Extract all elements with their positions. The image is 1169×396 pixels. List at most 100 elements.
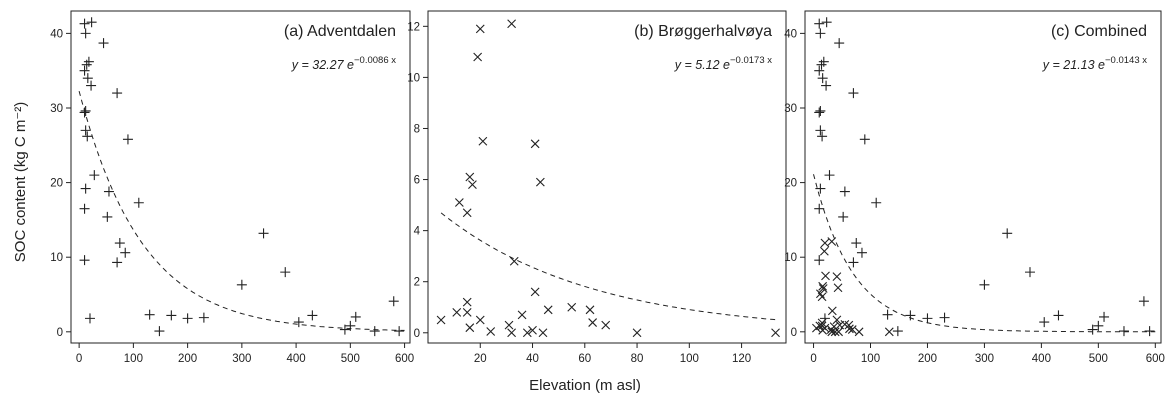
data-point-plus [817,73,828,84]
data-point-cross [632,328,642,338]
x-tick-label: 500 [341,353,360,365]
data-point-cross [588,318,598,327]
plot-frame [70,10,411,344]
data-point-plus [1118,326,1129,337]
data-point-plus [80,105,91,116]
data-point-cross [819,246,829,256]
x-tick-label: 100 [680,353,699,365]
equation-base: y = 32.27 e [291,58,354,72]
panel-title: (b) Brøggerhalvøya [634,23,772,40]
x-axis-title: Elevation (m asl) [529,377,641,394]
x-tick-label: 100 [124,353,143,365]
y-tick-label: 10 [50,252,63,264]
data-point-cross [827,237,837,246]
data-point-plus [258,228,269,239]
panel-title: (c) Combined [1051,23,1147,40]
x-tick-label: 0 [76,353,82,365]
data-point-plus [814,65,825,76]
data-point-cross [884,327,894,337]
data-point-plus [882,309,893,320]
data-point-cross [504,320,514,330]
data-point-cross [436,315,446,325]
data-point-plus [814,107,825,118]
y-tick-label: 10 [407,72,420,84]
y-tick-label: 40 [50,28,63,40]
data-point-cross [832,315,842,325]
data-point-plus [1087,324,1098,335]
data-point-plus [939,312,950,323]
data-point-plus [198,312,209,323]
data-point-plus [1138,296,1149,307]
y-tick-label: 30 [50,103,63,115]
y-tick-label: 0 [414,328,420,340]
data-point-plus [112,257,123,268]
y-tick-label: 8 [414,123,420,135]
data-point-plus [182,313,193,324]
data-point-cross [832,272,842,281]
y-tick-label: 2 [414,277,420,289]
y-tick-label: 20 [50,178,63,190]
y-tick-label: 40 [784,28,797,40]
x-tick-label: 400 [287,353,306,365]
data-point-plus [871,197,882,208]
data-point-plus [120,247,131,258]
data-point-plus [851,238,862,249]
data-point-cross [847,325,857,334]
data-point-plus [166,310,177,321]
data-point-plus [79,203,90,214]
x-tick-label: 200 [918,353,937,365]
data-point-plus [144,309,155,320]
panel-title: (a) Adventdalen [284,23,396,40]
x-tick-label: 300 [975,353,994,365]
data-point-cross [817,292,827,302]
data-point-plus [1002,228,1013,239]
data-point-plus [821,80,832,91]
equation-exponent: −0.0143 x [1105,55,1147,66]
equation-exponent: −0.0086 x [354,55,396,66]
data-point-cross [601,320,611,330]
x-tick-label: 0 [810,353,816,365]
y-tick-label: 6 [414,175,420,187]
data-point-cross [535,177,545,187]
y-tick-label: 12 [407,21,420,33]
data-point-cross [507,19,517,29]
data-point-cross [818,284,828,293]
data-point-plus [80,28,91,39]
data-point-cross [452,307,462,317]
x-tick-label: 40 [526,353,539,365]
data-point-plus [79,107,90,118]
data-point-cross [465,323,475,333]
data-point-cross [820,238,830,248]
data-point-plus [79,255,90,266]
fit-equation: y = 32.27 e−0.0086 x [291,55,396,72]
x-tick-label: 80 [631,353,644,365]
y-tick-label: 0 [791,327,797,339]
x-tick-label: 400 [1032,353,1051,365]
data-point-plus [859,134,870,145]
data-point-plus [848,257,859,268]
data-point-plus [815,105,826,116]
data-point-plus [84,313,95,324]
plot-frame [804,10,1162,344]
data-point-plus [1099,311,1110,322]
data-point-plus [82,73,93,84]
data-point-plus [819,313,830,324]
data-point-plus [848,88,859,99]
data-point-plus [834,38,845,49]
data-point-cross [830,327,840,337]
data-point-plus [83,56,94,67]
data-point-cross [486,327,496,336]
data-point-plus [1039,317,1050,328]
fit-curve [440,212,776,321]
data-point-cross [538,328,548,338]
data-point-plus [102,211,113,222]
panel-1: 0 100 200 300 400 500 600 0 10 20 30 40 (a) Adventda… [50,10,414,365]
data-point-plus [89,170,100,181]
data-point-plus [824,170,835,181]
data-point-plus [339,324,350,335]
data-point-plus [1053,310,1064,321]
data-point-plus [1024,267,1035,278]
data-point-cross [530,287,540,297]
data-point-cross [509,256,519,266]
x-tick-label: 600 [395,353,414,365]
